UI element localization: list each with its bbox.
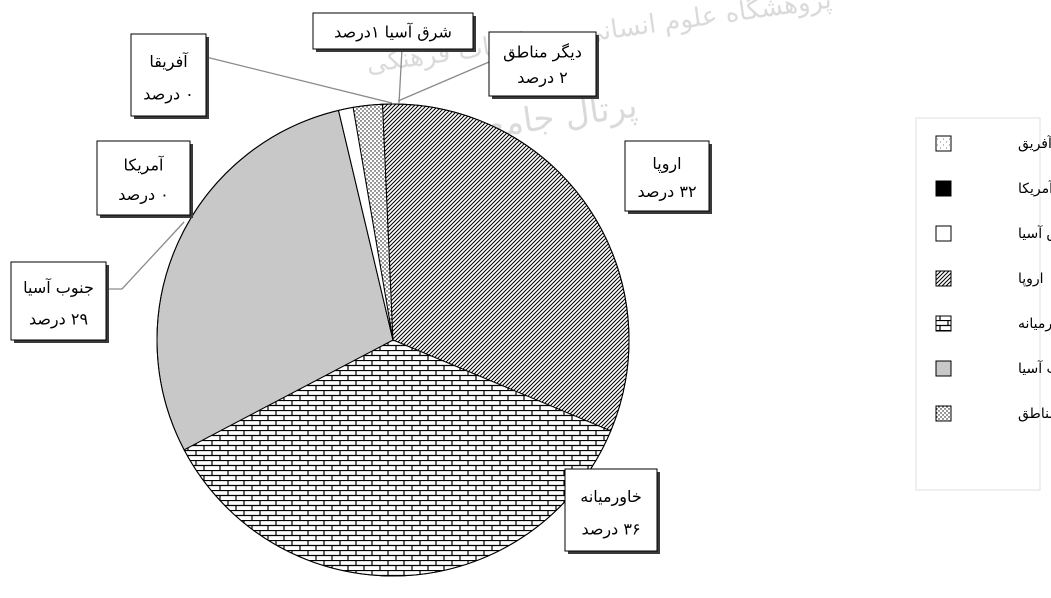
leader-east_asia [398,48,403,104]
callout-box [130,33,207,117]
legend-label: خاورمیانه [1018,316,1051,332]
callout-other: دیگر مناطق ۲ درصد [488,31,599,99]
callout-value: ۳۲ درصد [637,182,696,202]
legend-label: آفریق [1018,135,1051,152]
legend-swatch [935,405,952,422]
callout-value: ۳۶ درصد [581,520,640,540]
leader-africa [205,56,393,104]
legend-item-middle_east: خاورمیانه [935,315,1051,332]
callout-leaders [106,48,490,290]
legend-swatch [935,270,952,287]
legend-label: جنوب آسیا [1018,360,1051,377]
legend: آفریق آمریکا شرق آسیا اروپا خاورمیانه جنوب آس… [915,117,1051,491]
legend-swatch [935,180,952,197]
legend-label: دیگر مناطق [1018,405,1051,422]
legend-item-east_asia: شرق آسیا [935,225,1051,242]
callout-name: خاورمیانه [580,487,642,507]
callout-africa: آفریقا ۰ درصد [130,33,209,119]
callout-box [624,140,710,212]
callout-value: ۲۹ درصد [29,309,88,329]
leader-other [397,61,490,102]
legend-item-europe: اروپا [935,270,1044,287]
callout-middle_east: خاورمیانه ۳۶ درصد [564,468,660,554]
callout-east_asia: شرق آسیا ۱درصد [312,12,476,52]
callout-box [488,31,597,97]
callout-name: اروپا [652,154,681,174]
callout-name: آمریکا [123,156,165,176]
pie-outline [156,103,630,577]
callout-name: آفریقا [149,52,189,72]
legend-swatch [935,360,952,377]
legend-item-america: آمریکا [935,180,1051,197]
legend-swatch [935,135,952,152]
callout-europe: اروپا ۳۲ درصد [624,140,712,214]
legend-item-south_asia: جنوب آسیا [935,360,1051,377]
callouts: دیگر مناطق ۲ درصد اروپا ۳۲ درصد خاورمیانه ۳۶ … [10,12,712,554]
callout-name: دیگر مناطق [503,43,582,63]
legend-label: شرق آسیا [1018,225,1051,242]
callout-box [564,468,658,552]
legend-item-other: دیگر مناطق [935,405,1051,422]
callout-america: آمریکا ۰ درصد [96,140,193,218]
callout-value: ۰ درصد [118,185,169,205]
legend-swatch [935,225,952,242]
legend-item-africa: آفریق [935,135,1051,152]
legend-swatch [935,315,952,332]
callout-value: ۲ درصد [517,68,568,88]
callout-name: شرق آسیا ۱درصد [334,22,452,42]
callout-value: ۰ درصد [143,85,194,105]
legend-label: اروپا [1018,271,1044,287]
leader-south_asia [106,221,185,290]
legend-label: آمریکا [1018,180,1051,197]
callout-box [10,261,107,341]
callout-name: جنوب آسیا [23,278,94,298]
callout-box [312,12,474,50]
callout-box [96,140,191,216]
pie-slices [156,103,630,577]
legend-frame [915,117,1041,491]
callout-south_asia: جنوب آسیا ۲۹ درصد [10,261,109,343]
